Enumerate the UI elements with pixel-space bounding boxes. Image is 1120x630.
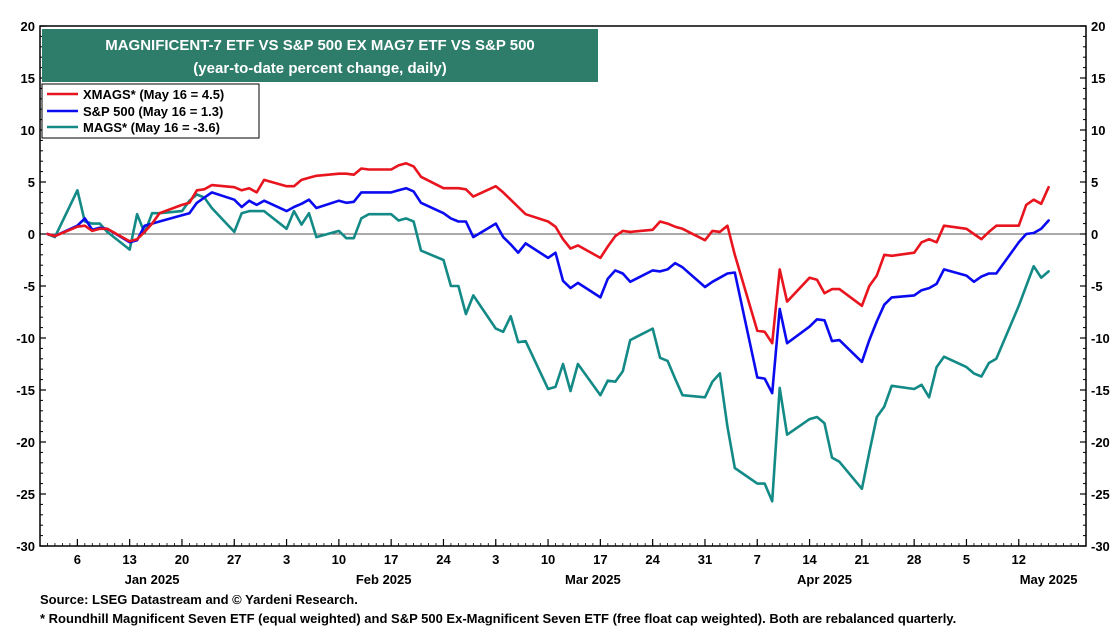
x-month-label: Feb 2025: [356, 572, 412, 587]
series-line-s-p-500: [46, 186, 1050, 395]
x-tick-label: 10: [332, 552, 346, 567]
x-tick-label: 3: [283, 552, 290, 567]
source-note: Source: LSEG Datastream and © Yardeni Re…: [40, 592, 358, 607]
y-tick-label-right: 15: [1091, 71, 1105, 86]
y-tick-label-left: -15: [16, 383, 35, 398]
y-tick-label-right: 10: [1091, 123, 1105, 138]
x-tick-label: 14: [802, 552, 817, 567]
x-tick-label: 13: [122, 552, 136, 567]
y-tick-label-right: -10: [1091, 331, 1110, 346]
y-tick-label-left: -25: [16, 487, 35, 502]
y-tick-label-right: 0: [1091, 227, 1098, 242]
legend-label-sp500: S&P 500 (May 16 = 1.3): [83, 104, 223, 119]
y-tick-label-left: -20: [16, 435, 35, 450]
title-background: [42, 29, 598, 82]
chart-subtitle: (year-to-date percent change, daily): [193, 60, 446, 77]
series-line-mags: [46, 189, 1050, 503]
x-tick-label: 17: [593, 552, 607, 567]
x-month-label: Mar 2025: [565, 572, 621, 587]
y-tick-label-right: -25: [1091, 487, 1110, 502]
footnote: * Roundhill Magnificent Seven ETF (equal…: [40, 611, 957, 626]
chart-title: MAGNIFICENT-7 ETF VS S&P 500 EX MAG7 ETF…: [105, 37, 535, 54]
legend-box: [41, 83, 260, 139]
x-axis: 6 13 20 27 3 10 17 24 3 10 17 24 31 7 14 21 28 5 12 Jan 202…: [39, 539, 1087, 587]
x-month-label: Apr 2025: [797, 572, 852, 587]
y-tick-label-left: 5: [28, 175, 35, 190]
y-tick-label-right: -15: [1091, 383, 1110, 398]
x-tick-label: 28: [907, 552, 921, 567]
x-tick-label: 20: [175, 552, 189, 567]
x-tick-label: 27: [227, 552, 241, 567]
y-tick-label-left: -30: [16, 539, 35, 554]
x-month-label: May 2025: [1020, 572, 1078, 587]
y-tick-label-right: 20: [1091, 19, 1105, 34]
x-tick-label: 10: [541, 552, 555, 567]
y-tick-label-right: 5: [1091, 175, 1098, 190]
y-tick-label-left: 15: [21, 71, 35, 86]
y-tick-label-left: 0: [28, 227, 35, 242]
x-tick-label: 3: [492, 552, 499, 567]
x-tick-label: 5: [963, 552, 970, 567]
x-tick-label: 12: [1012, 552, 1026, 567]
y-tick-label-left: -10: [16, 331, 35, 346]
y-tick-label-right: -30: [1091, 539, 1110, 554]
x-tick-label: 24: [645, 552, 660, 567]
title-box: MAGNIFICENT-7 ETF VS S&P 500 EX MAG7 ETF…: [42, 29, 598, 82]
x-tick-label: 21: [855, 552, 869, 567]
legend: XMAGS* (May 16 = 4.5) S&P 500 (May 16 = …: [41, 83, 260, 139]
x-month-label: Jan 2025: [125, 572, 180, 587]
y-tick-label-right: -20: [1091, 435, 1110, 450]
x-tick-label: 17: [384, 552, 398, 567]
series-lines: [46, 162, 1050, 503]
y-tick-label-left: -5: [23, 279, 35, 294]
legend-label-mags: MAGS* (May 16 = -3.6): [83, 120, 220, 135]
x-tick-label: 31: [698, 552, 712, 567]
legend-label-xmags: XMAGS* (May 16 = 4.5): [83, 87, 224, 102]
x-tick-label: 7: [754, 552, 761, 567]
series-line-xmags: [46, 162, 1050, 345]
y-tick-label-left: 20: [21, 19, 35, 34]
x-tick-label: 6: [74, 552, 81, 567]
y-axis: 20 20 15 15 10 10 5 5 0 0 -5 -5 -10 -10 -15 -15 -20 -20 -2…: [16, 19, 1110, 554]
x-tick-label: 24: [436, 552, 451, 567]
y-tick-label-left: 10: [21, 123, 35, 138]
y-tick-label-right: -5: [1091, 279, 1103, 294]
